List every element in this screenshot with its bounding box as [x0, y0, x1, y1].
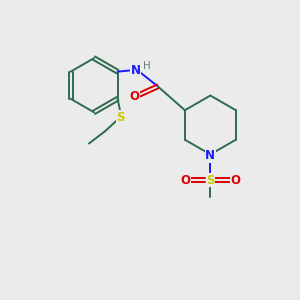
Text: S: S: [116, 110, 125, 124]
Text: O: O: [180, 174, 190, 187]
Text: S: S: [206, 174, 214, 187]
Text: N: N: [131, 64, 141, 77]
Text: H: H: [143, 61, 151, 71]
Text: O: O: [129, 90, 139, 103]
Text: N: N: [206, 149, 215, 162]
Text: O: O: [230, 174, 240, 187]
